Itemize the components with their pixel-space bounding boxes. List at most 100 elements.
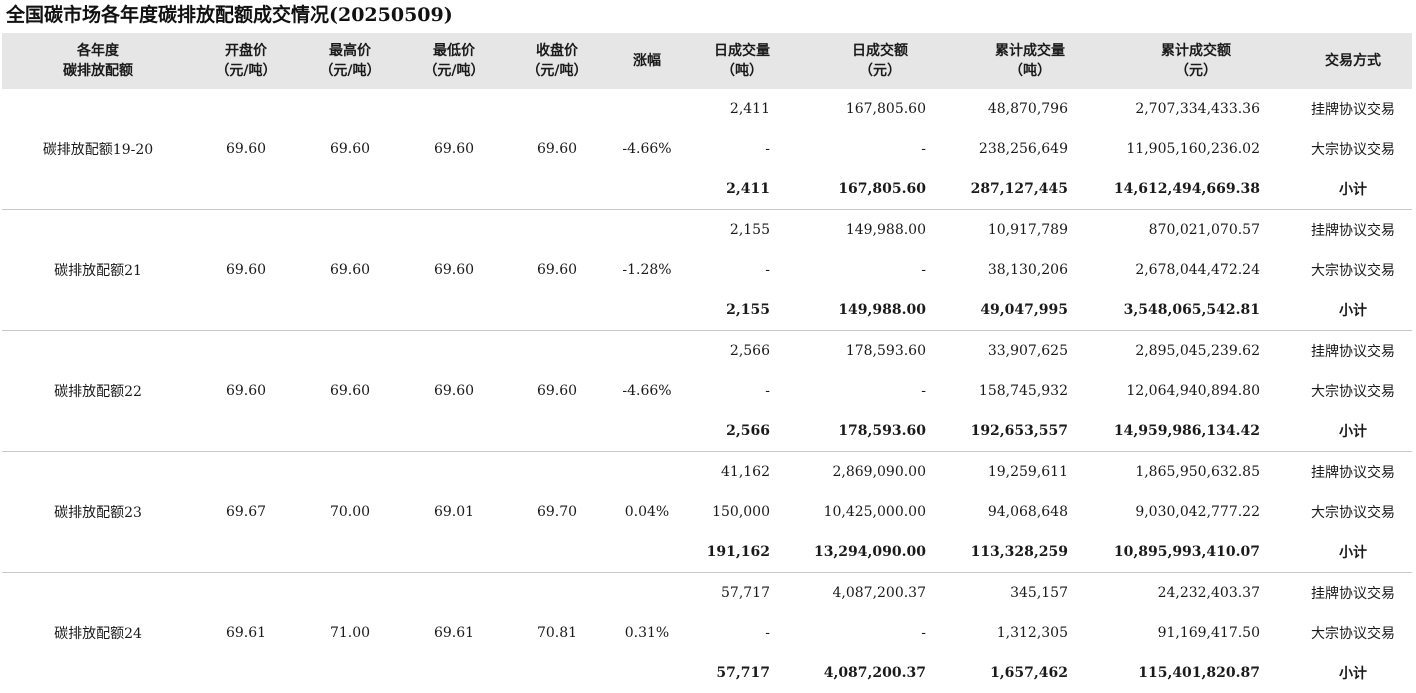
subtotal-label: 小计 [1294,532,1412,573]
cumulative-volume-subtotal: 1,657,462 [962,653,1098,693]
cumulative-volume: 158,745,932 [962,371,1098,411]
open-price: 69.60 [194,89,298,210]
daily-amount: - [798,613,962,653]
daily-amount: 167,805.60 [798,89,962,129]
daily-volume-subtotal: 57,717 [686,653,798,693]
group-22: 碳排放配额22 69.60 69.60 69.60 69.60 -4.66% 2… [2,331,1412,452]
header-cumulative-amount: 累计成交额（元） [1098,33,1294,89]
daily-volume: - [686,371,798,411]
cumulative-volume-subtotal: 113,328,259 [962,532,1098,573]
daily-amount-subtotal: 167,805.60 [798,169,962,210]
group-21: 碳排放配额21 69.60 69.60 69.60 69.60 -1.28% 2… [2,210,1412,331]
cumulative-amount: 9,030,042,777.22 [1098,492,1294,532]
header-low-price: 最低价（元/吨） [402,33,506,89]
daily-volume-subtotal: 2,566 [686,411,798,452]
daily-volume-subtotal: 2,411 [686,169,798,210]
low-price: 69.60 [402,210,506,331]
high-price: 69.60 [298,331,402,452]
subtotal-label: 小计 [1294,169,1412,210]
daily-amount: 4,087,200.37 [798,573,962,614]
change: -4.66% [608,331,686,452]
cumulative-amount-subtotal: 14,612,494,669.38 [1098,169,1294,210]
daily-volume: - [686,250,798,290]
group-19-20: 碳排放配额19-20 69.60 69.60 69.60 69.60 -4.66… [2,89,1412,210]
trade-method: 挂牌协议交易 [1294,452,1412,493]
low-price: 69.60 [402,331,506,452]
cumulative-amount: 12,064,940,894.80 [1098,371,1294,411]
group-23: 碳排放配额23 69.67 70.00 69.01 69.70 0.04% 41… [2,452,1412,573]
change: -1.28% [608,210,686,331]
change: -4.66% [608,89,686,210]
daily-volume: 2,411 [686,89,798,129]
allowance-name: 碳排放配额23 [2,452,194,573]
subtotal-label: 小计 [1294,290,1412,331]
trade-method: 大宗协议交易 [1294,613,1412,653]
trade-method: 大宗协议交易 [1294,250,1412,290]
close-price: 69.60 [506,210,608,331]
table-row: 碳排放配额23 69.67 70.00 69.01 69.70 0.04% 41… [2,452,1412,493]
open-price: 69.61 [194,573,298,693]
daily-volume: 2,155 [686,210,798,251]
header-high-price: 最高价（元/吨） [298,33,402,89]
daily-volume: 2,566 [686,331,798,372]
cumulative-volume: 238,256,649 [962,129,1098,169]
open-price: 69.60 [194,210,298,331]
table-row: 碳排放配额21 69.60 69.60 69.60 69.60 -1.28% 2… [2,210,1412,251]
daily-amount-subtotal: 178,593.60 [798,411,962,452]
cumulative-volume: 94,068,648 [962,492,1098,532]
subtotal-label: 小计 [1294,653,1412,693]
cumulative-volume: 33,907,625 [962,331,1098,372]
cumulative-amount-subtotal: 10,895,993,410.07 [1098,532,1294,573]
allowance-name: 碳排放配额19-20 [2,89,194,210]
trade-method: 挂牌协议交易 [1294,573,1412,614]
header-trade-method: 交易方式 [1294,33,1412,89]
open-price: 69.60 [194,331,298,452]
table-row: 碳排放配额24 69.61 71.00 69.61 70.81 0.31% 57… [2,573,1412,614]
cumulative-volume-subtotal: 192,653,557 [962,411,1098,452]
daily-volume-subtotal: 2,155 [686,290,798,331]
cumulative-volume: 1,312,305 [962,613,1098,653]
daily-amount: 149,988.00 [798,210,962,251]
cumulative-amount: 91,169,417.50 [1098,613,1294,653]
daily-amount: - [798,129,962,169]
allowance-name: 碳排放配额21 [2,210,194,331]
open-price: 69.67 [194,452,298,573]
table-row: 碳排放配额22 69.60 69.60 69.60 69.60 -4.66% 2… [2,331,1412,372]
daily-volume: - [686,129,798,169]
close-price: 69.60 [506,331,608,452]
daily-amount-subtotal: 13,294,090.00 [798,532,962,573]
daily-volume: 41,162 [686,452,798,493]
cumulative-amount: 2,678,044,472.24 [1098,250,1294,290]
cumulative-volume: 345,157 [962,573,1098,614]
low-price: 69.01 [402,452,506,573]
close-price: 69.60 [506,89,608,210]
carbon-allowance-table: 各年度碳排放配额 开盘价（元/吨） 最高价（元/吨） 最低价（元/吨） 收盘价（… [2,33,1412,693]
cumulative-amount-subtotal: 14,959,986,134.42 [1098,411,1294,452]
cumulative-amount: 24,232,403.37 [1098,573,1294,614]
daily-volume-subtotal: 191,162 [686,532,798,573]
daily-volume: - [686,613,798,653]
trade-method: 挂牌协议交易 [1294,89,1412,129]
trade-method: 挂牌协议交易 [1294,331,1412,372]
cumulative-amount: 2,895,045,239.62 [1098,331,1294,372]
daily-volume: 57,717 [686,573,798,614]
trade-method: 大宗协议交易 [1294,371,1412,411]
trade-method: 大宗协议交易 [1294,492,1412,532]
trade-method: 挂牌协议交易 [1294,210,1412,251]
cumulative-amount-subtotal: 3,548,065,542.81 [1098,290,1294,331]
cumulative-amount: 2,707,334,433.36 [1098,89,1294,129]
daily-amount: - [798,250,962,290]
close-price: 69.70 [506,452,608,573]
table-row: 碳排放配额19-20 69.60 69.60 69.60 69.60 -4.66… [2,89,1412,129]
daily-amount-subtotal: 149,988.00 [798,290,962,331]
header-daily-volume: 日成交量（吨） [686,33,798,89]
header-cumulative-volume: 累计成交量（吨） [962,33,1098,89]
daily-amount: - [798,371,962,411]
daily-amount: 178,593.60 [798,331,962,372]
subtotal-label: 小计 [1294,411,1412,452]
change: 0.31% [608,573,686,693]
cumulative-amount: 870,021,070.57 [1098,210,1294,251]
cumulative-volume: 38,130,206 [962,250,1098,290]
header-allowance: 各年度碳排放配额 [2,33,194,89]
cumulative-volume-subtotal: 287,127,445 [962,169,1098,210]
